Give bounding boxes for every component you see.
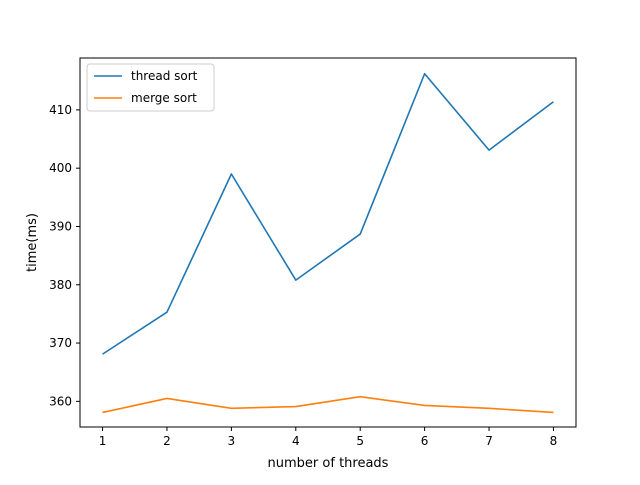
y-ticks: 360 370 380 390 400 410 bbox=[49, 103, 80, 408]
y-tick-label: 390 bbox=[49, 219, 72, 233]
legend: thread sort merge sort bbox=[86, 63, 215, 112]
x-tick-label: 2 bbox=[163, 434, 171, 448]
x-tick-label: 5 bbox=[356, 434, 364, 448]
y-tick-label: 360 bbox=[49, 394, 72, 408]
axes-frame bbox=[79, 57, 577, 428]
y-tick-label: 400 bbox=[49, 161, 72, 175]
series-line-1 bbox=[102, 72, 554, 355]
x-tick-label: 1 bbox=[99, 434, 107, 448]
legend-label-2: merge sort bbox=[131, 91, 197, 105]
x-tick-label: 3 bbox=[228, 434, 236, 448]
x-tick-label: 6 bbox=[421, 434, 429, 448]
y-tick-label: 410 bbox=[49, 103, 72, 117]
series-line-2 bbox=[102, 395, 554, 414]
x-tick-label: 7 bbox=[485, 434, 493, 448]
y-tick-label: 380 bbox=[49, 278, 72, 292]
x-tick-label: 8 bbox=[550, 434, 558, 448]
x-axis-label: number of threads bbox=[268, 456, 389, 471]
x-tick-label: 4 bbox=[292, 434, 300, 448]
y-tick-label: 370 bbox=[49, 336, 72, 350]
legend-label-1: thread sort bbox=[131, 69, 198, 83]
x-ticks: 1 2 3 4 5 6 7 8 bbox=[99, 427, 558, 448]
series-layer bbox=[102, 72, 554, 414]
y-axis-label: time(ms) bbox=[25, 213, 40, 272]
